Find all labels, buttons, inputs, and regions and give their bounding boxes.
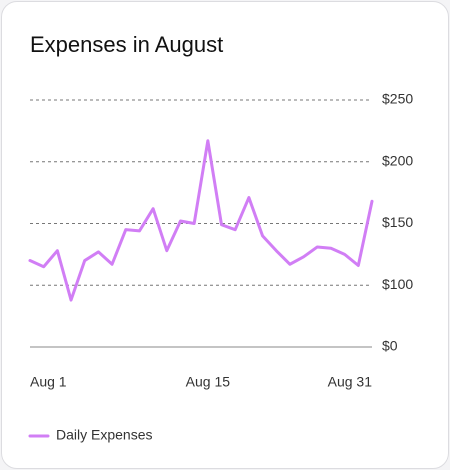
y-tick-label: $100 xyxy=(382,276,413,292)
x-tick-label: Aug 1 xyxy=(30,374,67,390)
chart-title: Expenses in August xyxy=(30,32,223,57)
y-tick-label: $250 xyxy=(382,91,413,107)
x-tick-label: Aug 15 xyxy=(186,374,231,390)
x-tick-label: Aug 31 xyxy=(328,374,373,390)
data-line xyxy=(28,139,374,302)
y-tick-label: $150 xyxy=(382,214,413,230)
legend-label: Daily Expenses xyxy=(56,427,153,443)
y-tick-label: $200 xyxy=(382,152,413,168)
y-tick-label: $0 xyxy=(382,338,398,354)
